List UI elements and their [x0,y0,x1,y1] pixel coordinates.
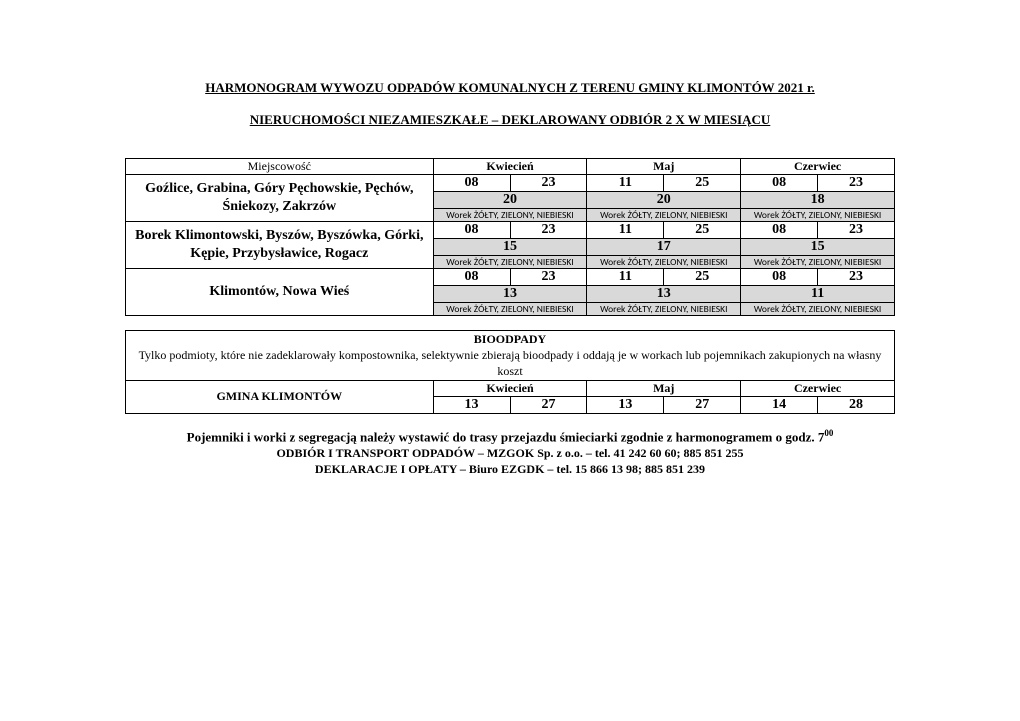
bag-day-cell: 13 [587,286,741,303]
header-month: Maj [587,159,741,175]
footer-line-3: DEKLARACJE I OPŁATY – Biuro EZGDK – tel.… [125,462,895,477]
header-loc: Miejscowość [126,159,434,175]
footer-line-2: ODBIÓR I TRANSPORT ODPADÓW – MZGOK Sp. z… [125,446,895,461]
bag-label-cell: Worek ŻÓŁTY, ZIELONY, NIEBIESKI [741,209,895,222]
day-cell: 23 [510,222,587,239]
day-cell: 08 [741,175,818,192]
location-cell: Klimontów, Nowa Wieś [126,269,434,316]
bag-label-cell: Worek ŻÓŁTY, ZIELONY, NIEBIESKI [741,303,895,316]
title-main: HARMONOGRAM WYWOZU ODPADÓW KOMUNALNYCH Z… [125,80,895,96]
footer-line-1: Pojemniki i worki z segregacją należy wy… [125,428,895,445]
day-cell: 08 [433,175,510,192]
bio-months-row: GMINA KLIMONTÓW Kwiecień Maj Czerwiec [126,380,895,396]
bag-label-cell: Worek ŻÓŁTY, ZIELONY, NIEBIESKI [433,209,587,222]
location-cell: Goźlice, Grabina, Góry Pęchowskie, Pęchó… [126,175,434,222]
day-cell: 08 [741,269,818,286]
bio-title: BIOODPADY [126,331,894,347]
day-cell: 08 [433,222,510,239]
day-cell: 23 [510,269,587,286]
bio-location-cell: GMINA KLIMONTÓW [126,380,434,413]
day-cell: 25 [664,175,741,192]
day-cell: 23 [818,269,895,286]
day-cell: 23 [818,222,895,239]
bio-day-cell: 13 [587,396,664,413]
day-cell: 23 [510,175,587,192]
bio-month-cell: Czerwiec [741,380,895,396]
bio-title-row: BIOODPADY Tylko podmioty, które nie zade… [126,331,895,381]
bag-day-cell: 17 [587,239,741,256]
table-row: Goźlice, Grabina, Góry Pęchowskie, Pęchó… [126,175,895,192]
header-month: Czerwiec [741,159,895,175]
header-month: Kwiecień [433,159,587,175]
bag-label-cell: Worek ŻÓŁTY, ZIELONY, NIEBIESKI [741,256,895,269]
footer-line-1-sup: 00 [824,428,833,438]
bag-day-cell: 13 [433,286,587,303]
bag-day-cell: 15 [433,239,587,256]
bio-day-cell: 14 [741,396,818,413]
bag-label-cell: Worek ŻÓŁTY, ZIELONY, NIEBIESKI [587,303,741,316]
title-sub: NIERUCHOMOŚCI NIEZAMIESZKAŁE – DEKLAROWA… [125,112,895,128]
page: HARMONOGRAM WYWOZU ODPADÓW KOMUNALNYCH Z… [0,0,1020,721]
footer-line-1-text: Pojemniki i worki z segregacją należy wy… [187,429,825,444]
bag-day-cell: 15 [741,239,895,256]
bag-label-cell: Worek ŻÓŁTY, ZIELONY, NIEBIESKI [587,209,741,222]
bio-month-cell: Maj [587,380,741,396]
bio-day-cell: 27 [510,396,587,413]
table-row: Borek Klimontowski, Byszów, Byszówka, Gó… [126,222,895,239]
bag-label-cell: Worek ŻÓŁTY, ZIELONY, NIEBIESKI [587,256,741,269]
bio-month-cell: Kwiecień [433,380,587,396]
bag-day-cell: 18 [741,192,895,209]
bio-table: BIOODPADY Tylko podmioty, które nie zade… [125,330,895,414]
schedule-header-row: Miejscowość Kwiecień Maj Czerwiec [126,159,895,175]
day-cell: 25 [664,222,741,239]
bio-day-cell: 13 [433,396,510,413]
bio-note: Tylko podmioty, które nie zadeklarowały … [126,347,894,379]
day-cell: 11 [587,222,664,239]
day-cell: 08 [433,269,510,286]
day-cell: 11 [587,175,664,192]
bio-note-cell: BIOODPADY Tylko podmioty, które nie zade… [126,331,895,381]
day-cell: 11 [587,269,664,286]
bag-day-cell: 20 [587,192,741,209]
location-cell: Borek Klimontowski, Byszów, Byszówka, Gó… [126,222,434,269]
bio-day-cell: 28 [818,396,895,413]
schedule-table: Miejscowość Kwiecień Maj Czerwiec Goźlic… [125,158,895,316]
day-cell: 08 [741,222,818,239]
bag-day-cell: 20 [433,192,587,209]
day-cell: 23 [818,175,895,192]
table-row: Klimontów, Nowa Wieś 08 23 11 25 08 23 [126,269,895,286]
bio-day-cell: 27 [664,396,741,413]
day-cell: 25 [664,269,741,286]
bag-label-cell: Worek ŻÓŁTY, ZIELONY, NIEBIESKI [433,303,587,316]
bag-label-cell: Worek ŻÓŁTY, ZIELONY, NIEBIESKI [433,256,587,269]
bag-day-cell: 11 [741,286,895,303]
